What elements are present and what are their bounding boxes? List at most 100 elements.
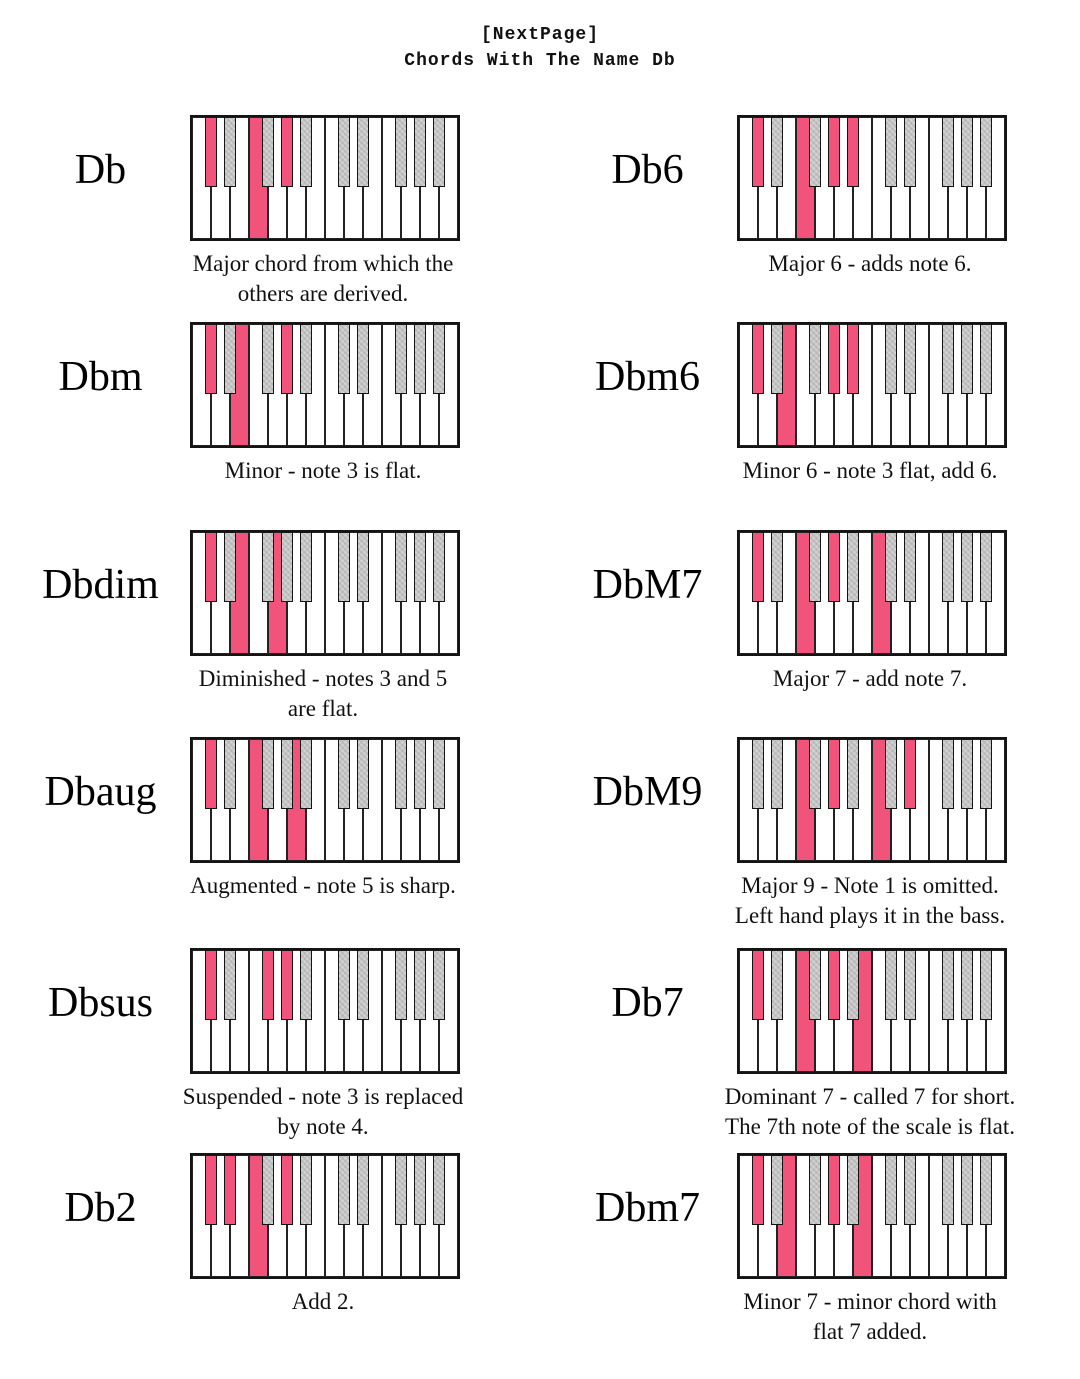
black-key-Gb2 (395, 532, 407, 602)
chord-caption-dbm6: Minor 6 - note 3 flat, add 6. (742, 458, 998, 483)
black-key-Db2 (338, 117, 350, 187)
black-key-Gb1 (809, 1155, 821, 1225)
chord-name-dbm7: Dbm7 (595, 1185, 700, 1231)
black-key-Db2 (885, 739, 897, 809)
chord-block-db: Db Major chord from which the others are… (75, 115, 460, 306)
black-key-Db1 (752, 950, 764, 1020)
black-key-Ab1 (281, 1155, 293, 1225)
black-key-Ab1 (281, 324, 293, 394)
black-key-Eb2 (357, 117, 369, 187)
black-key-Ab1 (281, 950, 293, 1020)
black-key-Eb1 (771, 117, 783, 187)
black-key-Eb1 (224, 324, 236, 394)
piano-keyboard-db7 (737, 948, 1007, 1074)
black-key-Db2 (338, 324, 350, 394)
chord-name-db7: Db7 (611, 980, 684, 1026)
black-key-Ab2 (414, 117, 426, 187)
black-key-Gb1 (809, 324, 821, 394)
black-key-Gb2 (942, 324, 954, 394)
chord-name-dbaug: Dbaug (44, 769, 157, 815)
chord-caption-dbaug: Augmented - note 5 is sharp. (190, 873, 456, 898)
black-key-Db1 (205, 324, 217, 394)
black-key-Ab1 (828, 117, 840, 187)
black-key-Eb2 (357, 532, 369, 602)
chord-caption-dbm: Minor - note 3 is flat. (224, 458, 422, 483)
chord-name-dbdim: Dbdim (42, 562, 159, 608)
black-key-Db1 (752, 117, 764, 187)
chord-name-db6: Db6 (611, 147, 684, 193)
black-key-Db1 (752, 739, 764, 809)
black-key-Gb1 (262, 739, 274, 809)
piano-keyboard-dbm6 (737, 322, 1007, 448)
black-key-Eb2 (904, 1155, 916, 1225)
chord-block-dbaug: Dbaug Augmented - note 5 is sharp. (45, 737, 460, 898)
black-key-Gb2 (395, 324, 407, 394)
black-key-Gb1 (262, 1155, 274, 1225)
chord-block-db7: Db7 Dominant 7 - called 7 for short. The… (611, 948, 1015, 1139)
black-key-Gb1 (809, 950, 821, 1020)
chord-caption-db7: Dominant 7 - called 7 for short. The 7th… (724, 1084, 1016, 1139)
black-key-Gb2 (395, 117, 407, 187)
chord-caption-dbsus: Suspended - note 3 is replaced by note 4… (182, 1084, 464, 1139)
black-key-Bb2 (433, 117, 445, 187)
black-key-Bb1 (300, 1155, 312, 1225)
black-key-Eb2 (904, 950, 916, 1020)
black-key-Db2 (885, 324, 897, 394)
black-key-Bb1 (300, 950, 312, 1020)
black-key-Ab1 (828, 950, 840, 1020)
black-key-Ab2 (414, 532, 426, 602)
black-key-Gb1 (809, 532, 821, 602)
black-key-Bb1 (300, 739, 312, 809)
black-key-Db2 (338, 1155, 350, 1225)
black-key-Gb2 (395, 1155, 407, 1225)
chord-block-db6: Db6 Major 6 - adds note 6. (611, 115, 1007, 276)
chord-caption-dbdim: Diminished - notes 3 and 5 are flat. (198, 666, 448, 721)
chord-caption-db: Major chord from which the others are de… (192, 251, 454, 306)
black-key-Eb2 (357, 950, 369, 1020)
black-key-Db2 (338, 950, 350, 1020)
black-key-Eb1 (771, 1155, 783, 1225)
black-key-Gb1 (262, 117, 274, 187)
black-key-Gb1 (262, 324, 274, 394)
black-key-Eb2 (357, 324, 369, 394)
black-key-Db1 (205, 950, 217, 1020)
black-key-Gb2 (942, 950, 954, 1020)
black-key-Ab2 (961, 739, 973, 809)
black-key-Db2 (338, 532, 350, 602)
chord-name-dbm: Dbm (58, 354, 143, 400)
black-key-Ab1 (281, 532, 293, 602)
chord-name-dbm6: Dbm6 (595, 354, 700, 400)
black-key-Db2 (885, 950, 897, 1020)
black-key-Bb1 (847, 532, 859, 602)
chord-name-db: Db (74, 147, 127, 193)
black-key-Db1 (752, 1155, 764, 1225)
black-key-Eb1 (224, 117, 236, 187)
chord-caption-db6: Major 6 - adds note 6. (768, 251, 972, 276)
black-key-Db1 (752, 324, 764, 394)
black-key-Gb1 (809, 739, 821, 809)
chord-block-dbsus: Dbsus Suspended - note 3 is replaced by … (48, 948, 463, 1139)
black-key-Ab1 (828, 1155, 840, 1225)
black-key-Db1 (205, 1155, 217, 1225)
black-key-Gb1 (809, 117, 821, 187)
black-key-Bb2 (980, 950, 992, 1020)
black-key-Bb2 (433, 739, 445, 809)
black-key-Bb1 (300, 324, 312, 394)
black-key-Gb2 (942, 117, 954, 187)
black-key-Db2 (885, 532, 897, 602)
chord-name-dbM7: DbM7 (592, 562, 703, 608)
black-key-Ab2 (961, 532, 973, 602)
black-key-Bb2 (980, 324, 992, 394)
black-key-Ab2 (414, 324, 426, 394)
black-key-Eb2 (904, 324, 916, 394)
piano-keyboard-dbm (190, 322, 460, 448)
black-key-Bb1 (300, 532, 312, 602)
black-key-Eb1 (224, 532, 236, 602)
chord-caption-dbM9: Major 9 - Note 1 is omitted. Left hand p… (734, 873, 1006, 928)
chord-block-dbM7: DbM7 Major 7 - add note 7. (593, 530, 1007, 691)
black-key-Bb2 (433, 950, 445, 1020)
black-key-Ab1 (828, 532, 840, 602)
page-title: [NextPage] Chords With The Name Db (404, 25, 676, 71)
black-key-Db1 (205, 532, 217, 602)
